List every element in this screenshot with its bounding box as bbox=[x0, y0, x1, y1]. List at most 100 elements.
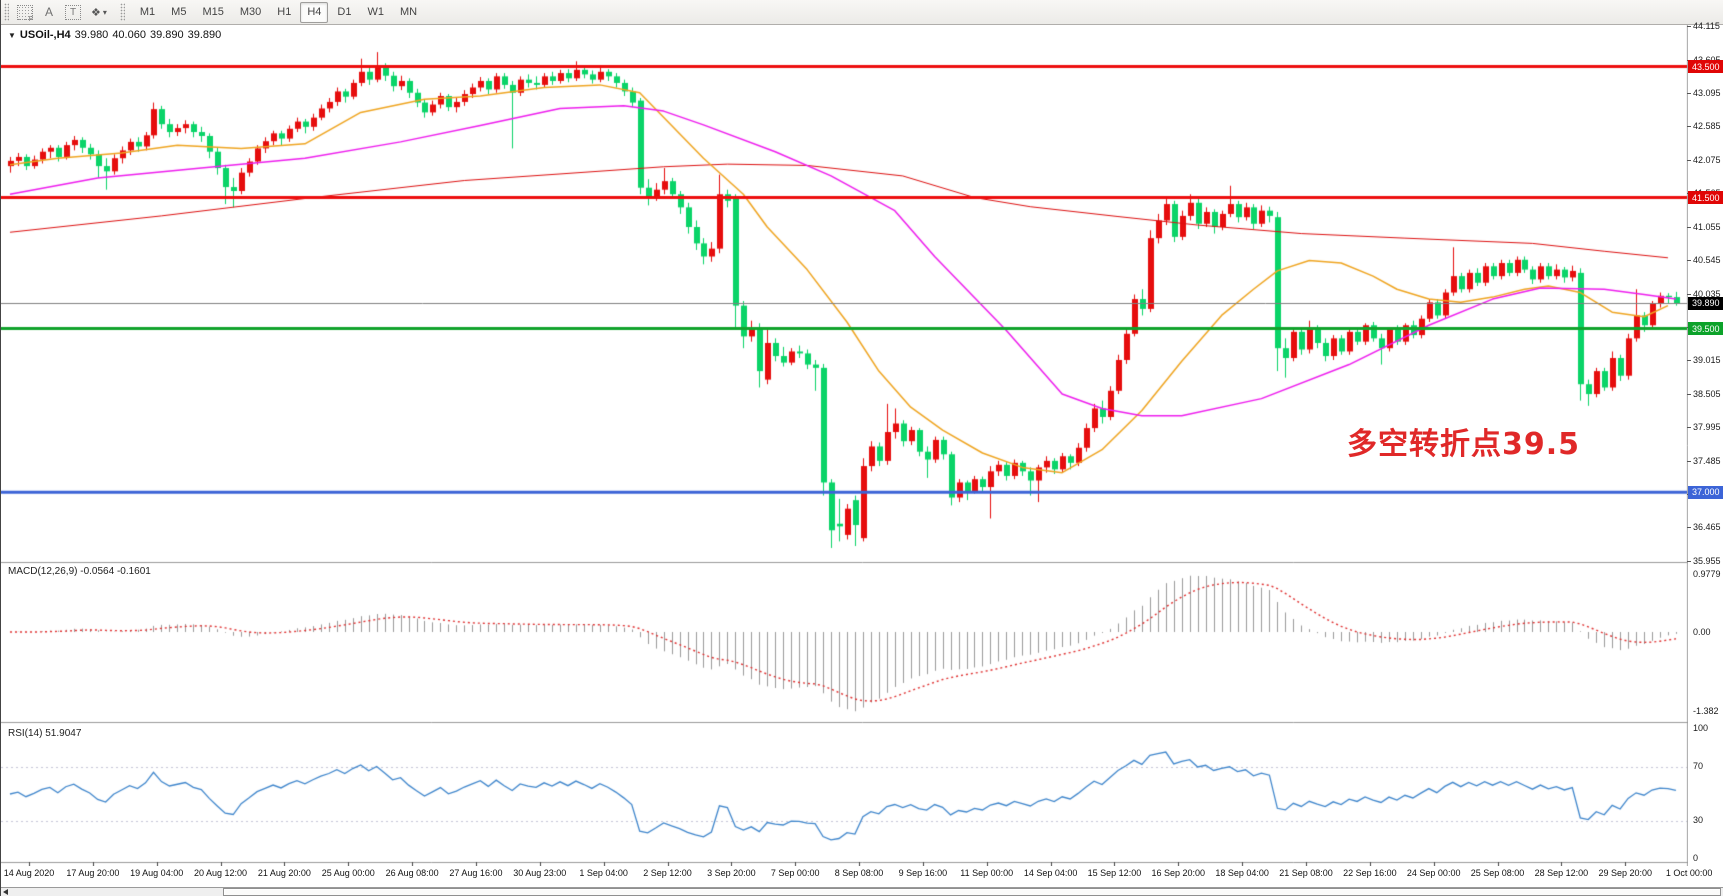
price-badge-43.500: 43.500 bbox=[1688, 60, 1723, 74]
symbol-label: USOil-,H4 bbox=[19, 29, 71, 41]
tick-mark bbox=[1687, 126, 1691, 128]
timeframe-button-m15[interactable]: M15 bbox=[202, 6, 224, 18]
time-label: 27 Aug 16:00 bbox=[449, 868, 503, 878]
time-label: 3 Sep 20:00 bbox=[707, 868, 756, 878]
tick-mark bbox=[1687, 393, 1691, 395]
annotation-text[interactable]: 多空转折点39.5 bbox=[1347, 427, 1581, 462]
timeframe-group: M1 M5 M15 M30 H1 H4 D1 W1 MN bbox=[132, 1, 425, 23]
chart-canvas[interactable] bbox=[1, 25, 1723, 866]
price-tick: 37.995 bbox=[1693, 422, 1721, 433]
time-label: 24 Sep 00:00 bbox=[1406, 868, 1461, 878]
timeframe-button-d1[interactable]: D1 bbox=[337, 6, 352, 18]
timeframe-button-mn[interactable]: MN bbox=[399, 6, 418, 18]
time-label: 28 Sep 12:00 bbox=[1534, 868, 1589, 878]
cursor-tool-icon: ❖ bbox=[91, 6, 101, 19]
rsi-axis-tick: 70 bbox=[1693, 760, 1704, 771]
time-label: 25 Aug 00:00 bbox=[321, 868, 375, 878]
time-label: 22 Sep 16:00 bbox=[1343, 868, 1397, 878]
price-tick: 41.055 bbox=[1693, 221, 1721, 232]
tick-mark bbox=[1687, 527, 1691, 529]
rsi-axis-tick: 30 bbox=[1693, 815, 1704, 826]
price-tick: 43.095 bbox=[1693, 88, 1721, 99]
price-tick: 37.485 bbox=[1693, 455, 1721, 466]
macd-value: -0.0564 bbox=[80, 566, 115, 577]
timeframe-button-w1[interactable]: W1 bbox=[367, 6, 384, 18]
timeframe-button-m5[interactable]: M5 bbox=[171, 6, 187, 18]
rsi-axis-tick: 100 bbox=[1693, 723, 1709, 733]
price-tick: 35.955 bbox=[1693, 555, 1721, 566]
price-badge-37.000: 37.000 bbox=[1688, 485, 1723, 499]
tick-mark bbox=[1687, 260, 1691, 262]
time-label: 29 Sep 20:00 bbox=[1598, 868, 1653, 878]
timeframe-button-m30[interactable]: M30 bbox=[239, 6, 262, 18]
ohlc-open: 39.980 bbox=[74, 29, 109, 41]
macd-axis-tick: -1.382 bbox=[1693, 706, 1719, 716]
tick-mark bbox=[1687, 360, 1691, 362]
ohlc-close: 39.890 bbox=[187, 29, 222, 41]
tick-mark bbox=[1687, 159, 1691, 161]
time-label: 16 Sep 20:00 bbox=[1151, 868, 1206, 878]
price-tick: 36.465 bbox=[1693, 522, 1721, 533]
text-box-icon: T bbox=[65, 4, 81, 20]
time-label: 11 Sep 00:00 bbox=[960, 868, 1014, 878]
tick-mark bbox=[1687, 460, 1691, 462]
time-label: 25 Sep 08:00 bbox=[1470, 868, 1525, 878]
rsi-axis-tick: 0 bbox=[1693, 853, 1699, 863]
time-label: 20 Aug 12:00 bbox=[194, 868, 248, 878]
toolbar-separator bbox=[119, 3, 125, 21]
scrollbar-thumb[interactable] bbox=[223, 888, 1721, 896]
grid-icon: F bbox=[17, 4, 33, 23]
price-badge-39.500: 39.500 bbox=[1688, 322, 1723, 336]
tick-mark bbox=[1687, 560, 1691, 562]
toolbar-grip bbox=[4, 3, 9, 21]
tick-mark bbox=[1687, 26, 1691, 28]
text-label-button[interactable]: A bbox=[39, 2, 59, 22]
time-label: 2 Sep 12:00 bbox=[643, 868, 692, 878]
tick-mark bbox=[1687, 427, 1691, 429]
time-label: 30 Aug 23:00 bbox=[513, 868, 567, 878]
price-badge-41.500: 41.500 bbox=[1688, 191, 1723, 205]
price-tick: 40.035 bbox=[1693, 288, 1721, 299]
chevron-down-icon: ▾ bbox=[102, 7, 107, 17]
horizontal-scrollbar[interactable] bbox=[1, 887, 1723, 896]
time-axis[interactable]: 14 Aug 2020 17 Aug 20:00 19 Aug 04:00 20 Au… bbox=[1, 866, 1723, 884]
timeframe-button-h1[interactable]: H1 bbox=[277, 6, 292, 18]
time-label: 1 Sep 04:00 bbox=[579, 868, 628, 878]
cursor-tool-button[interactable]: ❖ ▾ bbox=[87, 2, 111, 22]
ohlc-high: 40.060 bbox=[112, 29, 146, 41]
price-tick: 38.505 bbox=[1693, 388, 1721, 399]
timeframe-button-m1[interactable]: M1 bbox=[139, 6, 156, 18]
timeframe-button-h4[interactable]: H4 bbox=[300, 1, 329, 23]
macd-label: MACD(12,26,9) -0.0564 -0.1601 bbox=[8, 566, 151, 577]
chart-dropdown-icon[interactable]: ▼ bbox=[8, 30, 16, 40]
time-label: 19 Aug 04:00 bbox=[130, 868, 184, 878]
rsi-label: RSI(14) 51.9047 bbox=[8, 728, 82, 739]
price-tick: 39.015 bbox=[1693, 355, 1721, 366]
time-label: 7 Sep 00:00 bbox=[770, 868, 820, 878]
chart-title[interactable]: ▼ USOil-,H4 39.980 40.060 39.890 39.890 bbox=[8, 29, 221, 41]
tick-mark bbox=[1687, 93, 1691, 95]
price-badge-39.890: 39.890 bbox=[1688, 296, 1723, 310]
time-label: 21 Sep 08:00 bbox=[1279, 868, 1333, 878]
macd-signal-value: -0.1601 bbox=[116, 566, 151, 577]
time-label: 17 Aug 20:00 bbox=[66, 868, 120, 878]
time-label: 26 Aug 08:00 bbox=[385, 868, 439, 878]
toolbar: F A T ❖ ▾ M1 M5 M15 M30 H1 H4 D1 W1 MN bbox=[1, 0, 1723, 25]
ohlc-low: 39.890 bbox=[149, 29, 184, 41]
tick-mark bbox=[1687, 293, 1691, 295]
time-label: 18 Sep 04:00 bbox=[1215, 868, 1269, 878]
template-grid-icon[interactable]: F bbox=[13, 2, 37, 23]
scroll-left-icon[interactable] bbox=[3, 889, 8, 895]
text-box-button[interactable]: T bbox=[61, 2, 85, 22]
time-label: 1 Oct 00:00 bbox=[1665, 868, 1713, 878]
price-tick: 42.075 bbox=[1693, 154, 1721, 165]
price-tick: 43.605 bbox=[1693, 55, 1721, 65]
time-label: 15 Sep 12:00 bbox=[1087, 868, 1142, 878]
time-label: 14 Sep 04:00 bbox=[1023, 868, 1078, 878]
macd-axis-tick: 0.00 bbox=[1693, 627, 1711, 637]
price-axis[interactable]: 44.11543.60543.09542.58542.07541.56541.0… bbox=[1687, 21, 1723, 866]
tick-mark bbox=[1687, 226, 1691, 228]
time-label: 9 Sep 16:00 bbox=[898, 868, 948, 878]
time-label: 8 Sep 08:00 bbox=[834, 868, 884, 878]
price-tick: 40.545 bbox=[1693, 255, 1721, 266]
